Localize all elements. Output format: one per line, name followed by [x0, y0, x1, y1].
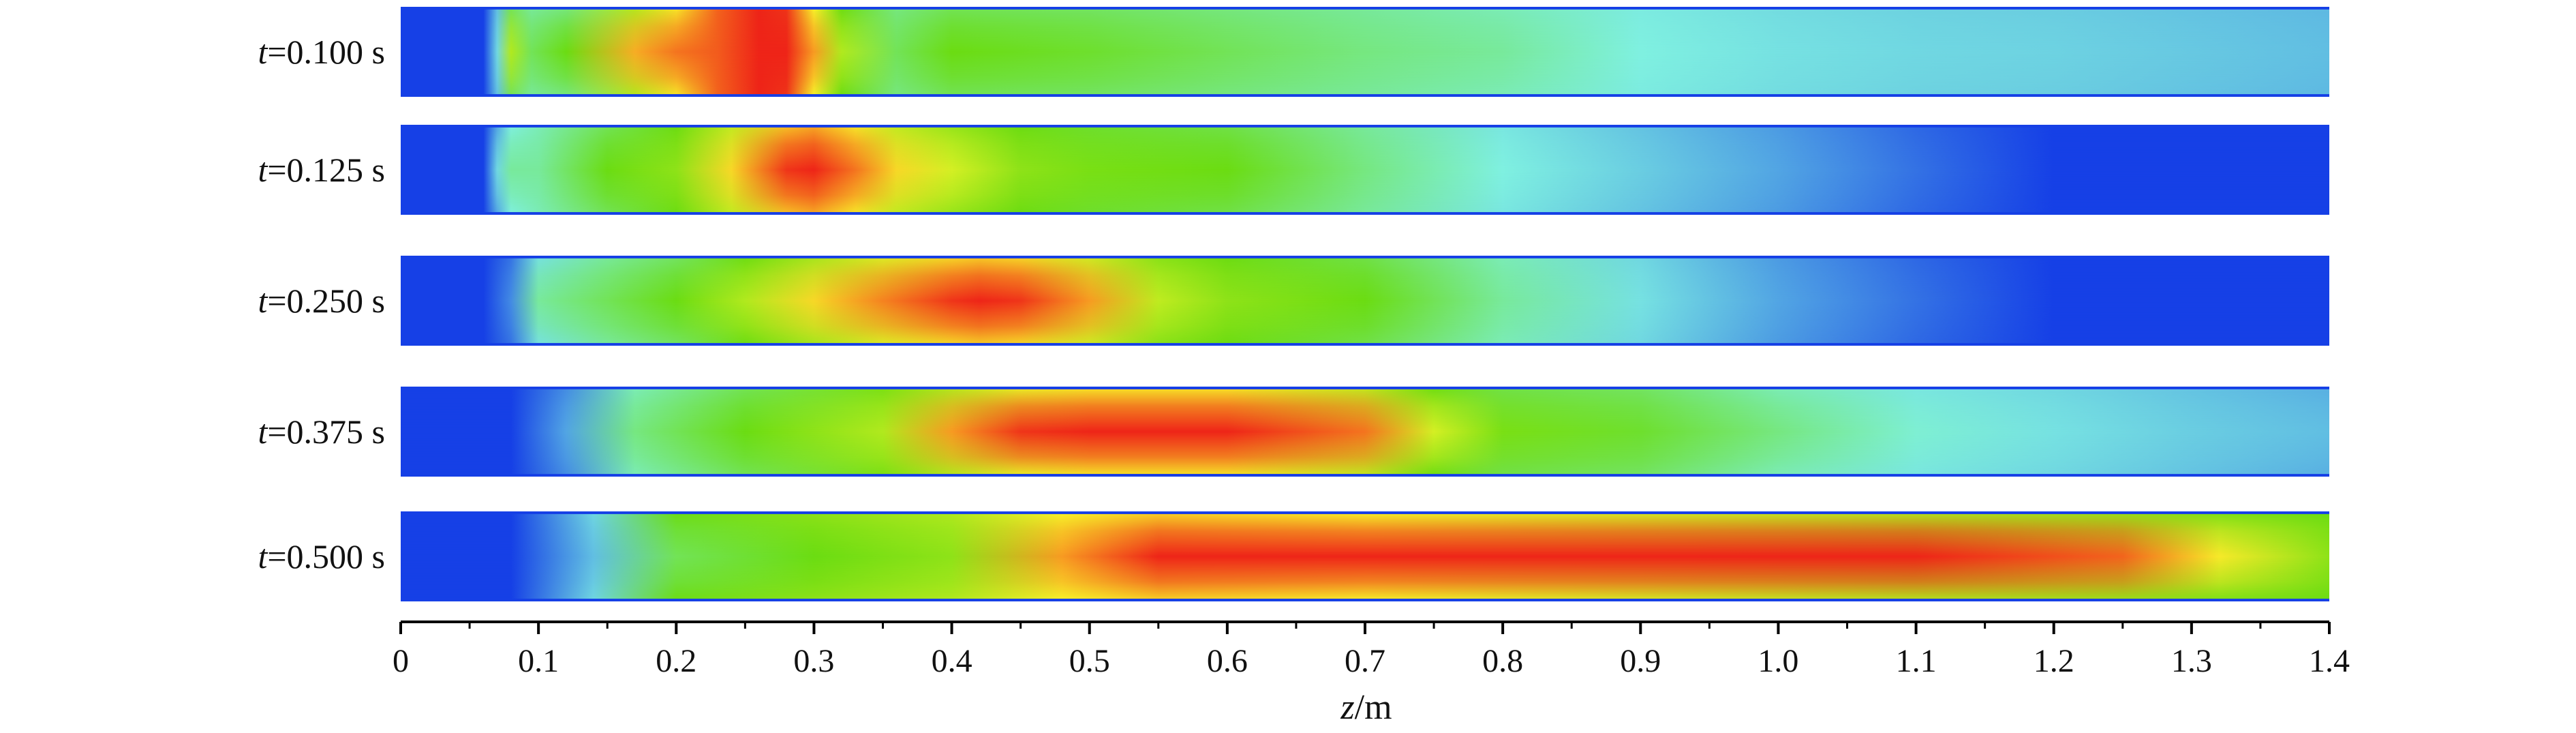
time-label-value: =0.100 s [267, 33, 385, 71]
time-label-var: t [258, 413, 268, 451]
time-label-value: =0.250 s [267, 282, 385, 320]
time-label-var: t [258, 33, 268, 71]
z-axis-tick-label: 0.6 [1207, 643, 1248, 679]
z-axis-tick-label: 1.0 [1758, 643, 1798, 679]
time-label-value: =0.375 s [267, 413, 385, 451]
contour-rows: t=0.100 st=0.125 st=0.250 st=0.375 st=0.… [258, 7, 2330, 601]
time-label-var: t [258, 537, 268, 575]
channel-wall [401, 125, 2329, 127]
channel-wall [401, 213, 2329, 215]
time-label: t=0.100 s [258, 33, 385, 71]
time-label-var: t [258, 151, 268, 189]
time-label: t=0.375 s [258, 413, 385, 451]
core-field [401, 387, 2329, 477]
z-axis-title-unit: /m [1355, 688, 1392, 727]
z-axis-tick-label: 0.8 [1482, 643, 1523, 679]
z-axis-tick-label: 0.7 [1345, 643, 1385, 679]
z-axis-tick-label: 1.4 [2309, 643, 2350, 679]
core-field [483, 7, 2330, 97]
z-axis-tick-label: 0 [393, 643, 409, 679]
contour-row: t=0.500 s [258, 511, 2329, 601]
channel-wall [401, 475, 2329, 477]
channel-wall [401, 599, 2329, 601]
contour-row: t=0.125 s [258, 125, 2330, 215]
z-axis-tick-label: 0.5 [1069, 643, 1110, 679]
time-label-var: t [258, 282, 268, 320]
channel-wall [401, 256, 2329, 258]
time-label-value: =0.500 s [267, 537, 385, 575]
contour-row: t=0.375 s [258, 387, 2329, 477]
channel-wall [401, 95, 2329, 97]
core-field [401, 511, 2329, 601]
channel-wall [401, 7, 2329, 9]
z-axis-title-var: z [1340, 688, 1354, 727]
contour-row: t=0.250 s [258, 256, 2330, 346]
z-axis: 0 0.1 0.2 0.3 0.4 0.5 0.6 0.7 0.8 0.9 1.0 1.1 1.2 1.3… [393, 620, 2350, 727]
core-field [483, 256, 2330, 346]
channel-wall [401, 387, 2329, 389]
time-label-value: =0.125 s [267, 151, 385, 189]
z-axis-tick-label: 0.4 [932, 643, 972, 679]
z-axis-tick-label: 1.3 [2171, 643, 2212, 679]
contour-row: t=0.100 s [258, 7, 2330, 97]
z-axis-tick-label: 0.3 [793, 643, 834, 679]
channel-wall [401, 344, 2329, 346]
z-axis-ticks: 0 0.1 0.2 0.3 0.4 0.5 0.6 0.7 0.8 0.9 1.0 1.1 1.2 1.3… [393, 622, 2350, 679]
time-label: t=0.250 s [258, 282, 385, 320]
core-field [483, 125, 2330, 215]
z-axis-tick-label: 1.1 [1896, 643, 1937, 679]
time-label: t=0.500 s [258, 537, 385, 575]
z-axis-tick-label: 0.2 [656, 643, 696, 679]
z-axis-tick-label: 1.2 [2034, 643, 2074, 679]
time-label: t=0.125 s [258, 151, 385, 189]
z-axis-tick-label: 0.1 [518, 643, 559, 679]
z-axis-tick-label: 0.9 [1620, 643, 1661, 679]
channel-wall [401, 511, 2329, 513]
z-axis-title: z/m [1340, 688, 1392, 727]
